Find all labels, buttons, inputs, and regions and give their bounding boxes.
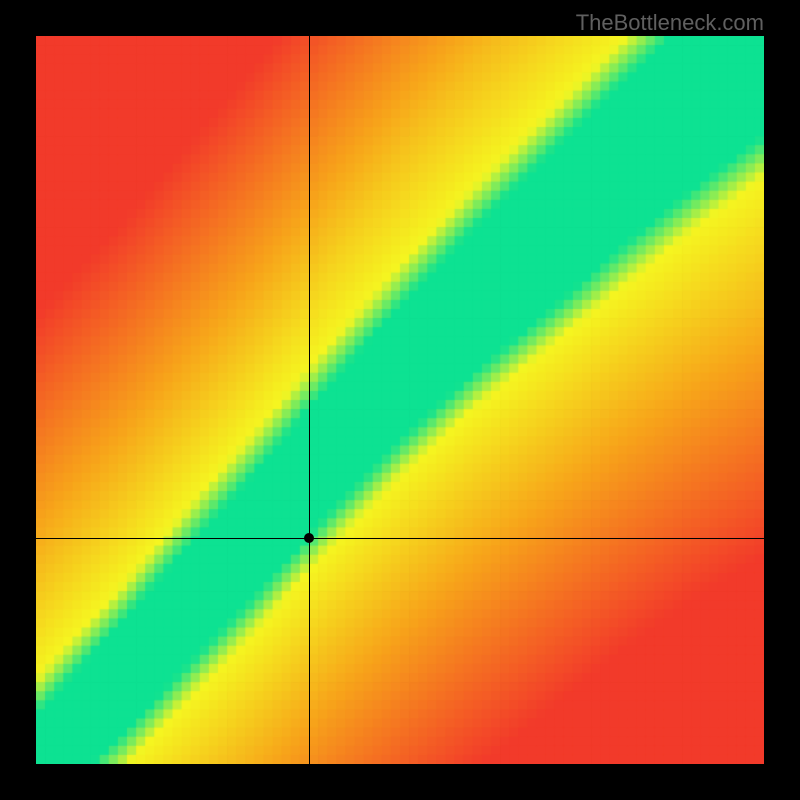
marker-dot xyxy=(304,533,314,543)
crosshair-horizontal xyxy=(36,538,764,539)
watermark-text: TheBottleneck.com xyxy=(576,10,764,36)
chart-container: TheBottleneck.com xyxy=(0,0,800,800)
heatmap-plot xyxy=(36,36,764,764)
crosshair-vertical xyxy=(309,36,310,764)
heatmap-canvas xyxy=(36,36,764,764)
